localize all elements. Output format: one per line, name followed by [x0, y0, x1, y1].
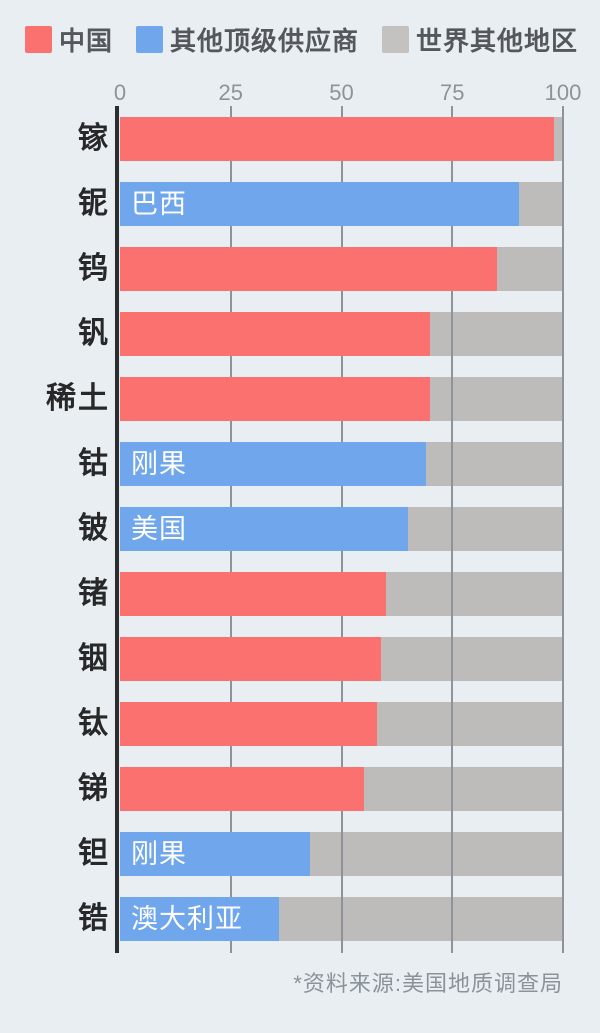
legend-label-other-top-supplier: 其他顶级供应商	[170, 26, 360, 56]
bar-row-钨	[120, 247, 563, 291]
bar-fill-铟	[120, 637, 382, 681]
bar-row-锑	[120, 767, 563, 811]
bar-row-铟	[120, 637, 563, 681]
bar-row-钒	[120, 312, 563, 356]
bar-country-label: 巴西	[131, 189, 187, 219]
bar-row-铌: 巴西	[120, 182, 563, 226]
bar-fill-钒	[120, 312, 431, 356]
legend-item-other-top-supplier: 其他顶级供应商	[136, 21, 359, 58]
category-label-钛: 钛	[78, 707, 110, 740]
chart-area: 巴西 刚果 美国 刚果 澳大利亚	[120, 106, 564, 953]
bar-fill-锑	[120, 767, 364, 811]
x-axis-tick-labels: 0 25 50 75 100	[114, 80, 581, 105]
x-axis-tick-label-50: 50	[329, 80, 354, 105]
x-axis-tick-label-75: 75	[440, 80, 465, 105]
bar-row-铍: 美国	[120, 507, 563, 551]
category-label-钴: 钴	[78, 447, 110, 480]
bar-fill-镓	[120, 117, 555, 161]
category-label-铍: 铍	[78, 512, 110, 545]
bar-country-label: 刚果	[131, 449, 187, 479]
y-axis-baseline	[115, 106, 119, 953]
category-label-铌: 铌	[78, 187, 110, 220]
category-label-锑: 锑	[78, 772, 110, 805]
bar-fill-铌: 巴西	[120, 182, 519, 226]
bar-rows: 巴西 刚果 美国 刚果 澳大利亚	[120, 117, 563, 941]
bar-row-钛	[120, 702, 563, 746]
category-label-钨: 钨	[78, 252, 110, 285]
category-label-稀土: 稀土	[46, 382, 110, 415]
bar-row-镓	[120, 117, 563, 161]
other-top-supplier-color-swatch	[136, 26, 164, 53]
category-label-钽: 钽	[78, 837, 110, 870]
bar-fill-钨	[120, 247, 497, 291]
rest-of-world-color-swatch	[382, 26, 410, 53]
legend-label-rest-of-world: 世界其他地区	[416, 26, 579, 56]
bar-fill-钴: 刚果	[120, 442, 426, 486]
gridline-100	[562, 106, 564, 953]
bar-country-label: 澳大利亚	[131, 904, 243, 934]
category-label-锆: 锆	[78, 902, 110, 935]
source-note: *资料来源:美国地质调查局	[293, 971, 563, 996]
bar-fill-锗	[120, 572, 386, 616]
bar-fill-锆: 澳大利亚	[120, 897, 280, 941]
bar-row-锗	[120, 572, 563, 616]
legend-item-china: 中国	[25, 21, 113, 58]
x-axis-tick-label-0: 0	[113, 80, 127, 105]
gridline-75	[451, 106, 454, 953]
china-color-swatch	[25, 26, 52, 53]
x-axis-tick-label-25: 25	[218, 80, 243, 105]
bar-fill-稀土	[120, 377, 431, 421]
x-axis-tick-label-100: 100	[544, 80, 582, 105]
legend-label-china: 中国	[59, 26, 114, 56]
bar-row-钴: 刚果	[120, 442, 563, 486]
bar-fill-钽: 刚果	[120, 832, 311, 876]
category-label-锗: 锗	[78, 577, 110, 610]
bar-country-label: 刚果	[131, 839, 187, 869]
legend-item-rest-of-world: 世界其他地区	[382, 21, 578, 58]
category-label-钒: 钒	[78, 317, 110, 350]
legend: 中国 其他顶级供应商 世界其他地区	[25, 21, 578, 58]
bar-fill-铍: 美国	[120, 507, 408, 551]
bar-row-稀土	[120, 377, 563, 421]
category-label-铟: 铟	[78, 642, 110, 675]
category-label-镓: 镓	[78, 122, 110, 155]
bar-fill-钛	[120, 702, 377, 746]
bar-country-label: 美国	[131, 514, 187, 544]
